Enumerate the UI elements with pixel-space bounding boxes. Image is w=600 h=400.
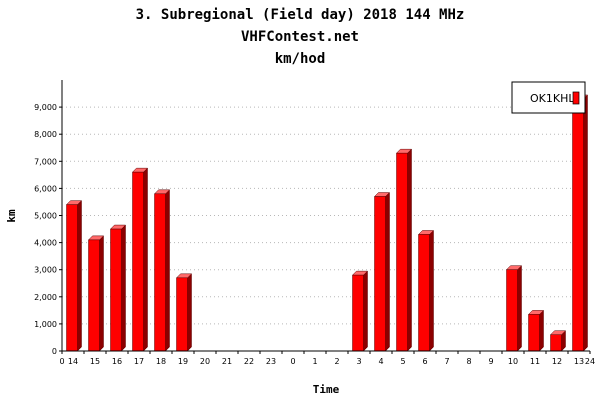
bar-front <box>154 193 166 352</box>
x-tick-label: 7 <box>444 357 449 366</box>
bar-front <box>396 152 408 352</box>
bar-front <box>418 234 430 352</box>
bar-side <box>429 229 434 352</box>
bar <box>131 167 149 352</box>
bar <box>65 200 83 352</box>
legend-swatch <box>572 91 580 105</box>
x-tick-label: 2 <box>334 357 339 366</box>
bar-front <box>66 204 78 352</box>
bar-front <box>88 239 100 352</box>
y-tick-label: 6,000 <box>34 184 57 193</box>
bar <box>175 273 193 352</box>
x-ticks: 14 15 16 17 18 19 20 21 22 23 0 1 2 3 4 5 6 7 8 9 10 11 12 13 <box>61 351 591 366</box>
legend-label: OK1KHL <box>530 92 575 105</box>
bar-side <box>165 189 170 352</box>
x-tick-label: 3 <box>356 357 361 366</box>
bar <box>351 270 369 352</box>
x-tick-label: 8 <box>466 357 471 366</box>
y-tick-label: 4,000 <box>34 239 57 248</box>
bar <box>571 94 589 352</box>
x-tick-label: 12 <box>552 357 562 366</box>
x-end-label: 24 <box>585 357 595 366</box>
x-tick-label: 19 <box>178 357 188 366</box>
bars <box>65 94 589 352</box>
bar-side <box>77 200 82 352</box>
x-tick-label: 10 <box>508 357 518 366</box>
chart-units: km/hod <box>275 51 326 67</box>
x-tick-label: 20 <box>200 357 210 366</box>
y-tick-label: 3,000 <box>34 266 57 275</box>
x-tick-label: 16 <box>112 357 122 366</box>
legend: OK1KHL <box>511 81 586 114</box>
bar-front <box>374 196 386 352</box>
bar <box>505 265 523 352</box>
y-ticks: 0 1,000 2,000 3,000 4,000 5,000 6,000 7,000 8,00… <box>34 103 62 356</box>
x-tick-label: 5 <box>400 357 405 366</box>
bar-front <box>550 334 562 352</box>
bar-side <box>385 191 390 352</box>
bar <box>109 224 127 352</box>
y-tick-label: 1,000 <box>34 320 57 329</box>
bar-front <box>176 277 188 352</box>
bar-side <box>187 273 192 352</box>
bar-front <box>132 171 144 352</box>
bar-side <box>517 265 522 352</box>
y-axis-label: km <box>5 209 18 223</box>
y-tick-label: 2,000 <box>34 293 57 302</box>
y-tick-label: 7,000 <box>34 157 57 166</box>
bar-side <box>121 224 126 352</box>
x-tick-label: 18 <box>156 357 166 366</box>
y-tick-label: 5,000 <box>34 212 57 221</box>
bar-side <box>143 167 148 352</box>
bar-side <box>539 309 544 352</box>
bar <box>395 148 413 352</box>
x-tick-label: 15 <box>90 357 100 366</box>
bar-side <box>99 235 104 352</box>
bar-front <box>572 98 584 352</box>
grid <box>62 106 590 325</box>
x-tick-label: 14 <box>68 357 78 366</box>
bar <box>373 191 391 352</box>
bar-front <box>110 228 122 352</box>
bar-side <box>407 148 412 352</box>
bar <box>87 235 105 352</box>
x-start-label: 0 <box>59 357 64 366</box>
x-tick-label: 1 <box>312 357 317 366</box>
x-tick-label: 17 <box>134 357 144 366</box>
x-tick-label: 9 <box>488 357 493 366</box>
y-tick-label: 8,000 <box>34 130 57 139</box>
x-tick-label: 11 <box>530 357 540 366</box>
bar <box>549 330 567 352</box>
x-tick-label: 13 <box>574 357 584 366</box>
y-tick-label: 9,000 <box>34 103 57 112</box>
chart-title: 3. Subregional (Field day) 2018 144 MHz <box>136 7 465 23</box>
x-tick-label: 6 <box>422 357 427 366</box>
bar <box>417 229 435 352</box>
bar-front <box>506 269 518 352</box>
x-tick-label: 22 <box>244 357 254 366</box>
x-tick-label: 21 <box>222 357 232 366</box>
bar-front <box>352 274 364 352</box>
bar-side <box>583 94 588 352</box>
bar <box>153 189 171 352</box>
bar-side <box>363 270 368 352</box>
y-tick-label: 0 <box>52 347 57 356</box>
x-tick-label: 4 <box>378 357 383 366</box>
bar-front <box>528 314 540 352</box>
x-tick-label: 23 <box>266 357 276 366</box>
x-tick-label: 0 <box>290 357 295 366</box>
bar <box>527 309 545 352</box>
chart-subtitle: VHFContest.net <box>241 29 359 45</box>
x-axis-label: Time <box>313 383 340 396</box>
